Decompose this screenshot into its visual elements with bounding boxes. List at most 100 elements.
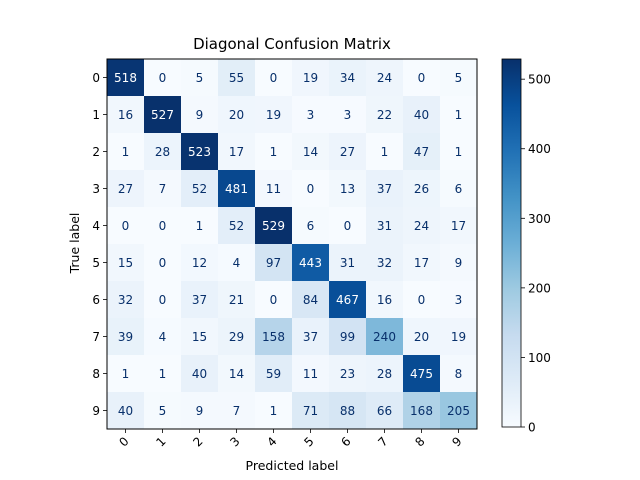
heatmap-cell (403, 133, 441, 171)
heatmap-cell (107, 59, 145, 97)
cell-value-label: 0 (159, 71, 167, 85)
cell-value-label: 0 (159, 293, 167, 307)
cell-value-label: 13 (340, 182, 355, 196)
y-tick-label: 6 (92, 293, 100, 307)
heatmap-cell (329, 355, 367, 393)
heatmap-cell (440, 281, 478, 319)
colorbar-tick-label: 100 (528, 351, 551, 365)
y-tick-label: 4 (92, 219, 100, 233)
cell-value-label: 28 (155, 145, 170, 159)
y-tick-label: 7 (92, 330, 100, 344)
colorbar-tick-label: 400 (528, 142, 551, 156)
cell-value-label: 16 (118, 108, 133, 122)
cell-value-label: 8 (455, 367, 463, 381)
heatmap-cell (181, 59, 219, 97)
cell-value-label: 14 (303, 145, 318, 159)
heatmap-cell (292, 96, 330, 134)
cell-value-label: 22 (377, 108, 392, 122)
heatmap-cell (292, 318, 330, 356)
cell-value-label: 40 (192, 367, 207, 381)
heatmap-cells: 518 0 5 55 0 19 34 24 0 516 527 9 20 19 3 3 22 40 11 28 523 1… (107, 59, 478, 430)
cell-value-label: 23 (340, 367, 355, 381)
cell-value-label: 84 (303, 293, 318, 307)
cell-value-label: 1 (270, 404, 278, 418)
cell-value-label: 20 (414, 330, 429, 344)
cell-value-label: 3 (455, 293, 463, 307)
plot-frame (106, 58, 478, 430)
cell-value-label: 5 (455, 71, 463, 85)
y-tick-label: 3 (92, 182, 100, 196)
x-tick-label: 8 (412, 434, 427, 449)
cell-value-label: 0 (159, 256, 167, 270)
x-tick-label: 0 (116, 434, 131, 449)
heatmap-cell (403, 207, 441, 245)
cell-value-label: 47 (414, 145, 429, 159)
heatmap-cell (255, 392, 293, 430)
cell-value-label: 443 (299, 256, 322, 270)
chart-title: Diagonal Confusion Matrix (193, 35, 391, 53)
cell-value-label: 1 (455, 108, 463, 122)
cell-value-label: 168 (410, 404, 433, 418)
heatmap-cell (403, 281, 441, 319)
cell-value-label: 481 (225, 182, 248, 196)
cell-value-label: 88 (340, 404, 355, 418)
heatmap-cell (218, 392, 256, 430)
heatmap-cell (403, 318, 441, 356)
heatmap-cell (144, 392, 182, 430)
heatmap-cell (255, 281, 293, 319)
heatmap-cell (218, 355, 256, 393)
y-axis-label: True label (67, 213, 82, 275)
heatmap-cell (440, 96, 478, 134)
heatmap-cell (366, 96, 404, 134)
heatmap-cell (107, 355, 145, 393)
cell-value-label: 52 (192, 182, 207, 196)
heatmap-cell (144, 96, 182, 134)
heatmap-cell (329, 318, 367, 356)
colorbar-tick-label: 0 (528, 421, 536, 435)
heatmap-cell (218, 244, 256, 282)
heatmap-cell (329, 281, 367, 319)
cell-value-label: 37 (192, 293, 207, 307)
heatmap-cell (403, 96, 441, 134)
cell-value-label: 34 (340, 71, 355, 85)
cell-value-label: 240 (373, 330, 396, 344)
cell-value-label: 71 (303, 404, 318, 418)
cell-value-label: 0 (418, 293, 426, 307)
heatmap-cell (218, 318, 256, 356)
heatmap-cell (292, 281, 330, 319)
heatmap-cell (181, 318, 219, 356)
heatmap-cell (440, 207, 478, 245)
cell-value-label: 11 (303, 367, 318, 381)
cell-value-label: 12 (192, 256, 207, 270)
x-tick-label: 1 (153, 434, 168, 449)
heatmap-cell (107, 392, 145, 430)
cell-value-label: 1 (122, 367, 130, 381)
colorbar-tick-label: 300 (528, 212, 551, 226)
cell-value-label: 19 (303, 71, 318, 85)
heatmap-cell (218, 133, 256, 171)
cell-value-label: 37 (377, 182, 392, 196)
heatmap-cell (255, 59, 293, 97)
heatmap-cell (107, 207, 145, 245)
cell-value-label: 32 (377, 256, 392, 270)
cell-value-label: 5 (196, 71, 204, 85)
cell-value-label: 24 (414, 219, 429, 233)
x-tick-label: 6 (338, 434, 353, 449)
cell-value-label: 29 (229, 330, 244, 344)
cell-value-label: 1 (159, 367, 167, 381)
cell-value-label: 31 (377, 219, 392, 233)
cell-value-label: 32 (118, 293, 133, 307)
heatmap-cell (181, 355, 219, 393)
y-tick-label: 1 (92, 108, 100, 122)
colorbar-tick-label: 200 (528, 281, 551, 295)
cell-value-label: 11 (266, 182, 281, 196)
cell-value-label: 7 (233, 404, 241, 418)
cell-value-label: 9 (196, 108, 204, 122)
y-tick-label: 2 (92, 145, 100, 159)
heatmap-cell (181, 244, 219, 282)
x-tick-label: 7 (375, 434, 390, 449)
heatmap-cell (329, 170, 367, 208)
cell-value-label: 6 (455, 182, 463, 196)
cell-value-label: 14 (229, 367, 244, 381)
heatmap-cell (255, 133, 293, 171)
